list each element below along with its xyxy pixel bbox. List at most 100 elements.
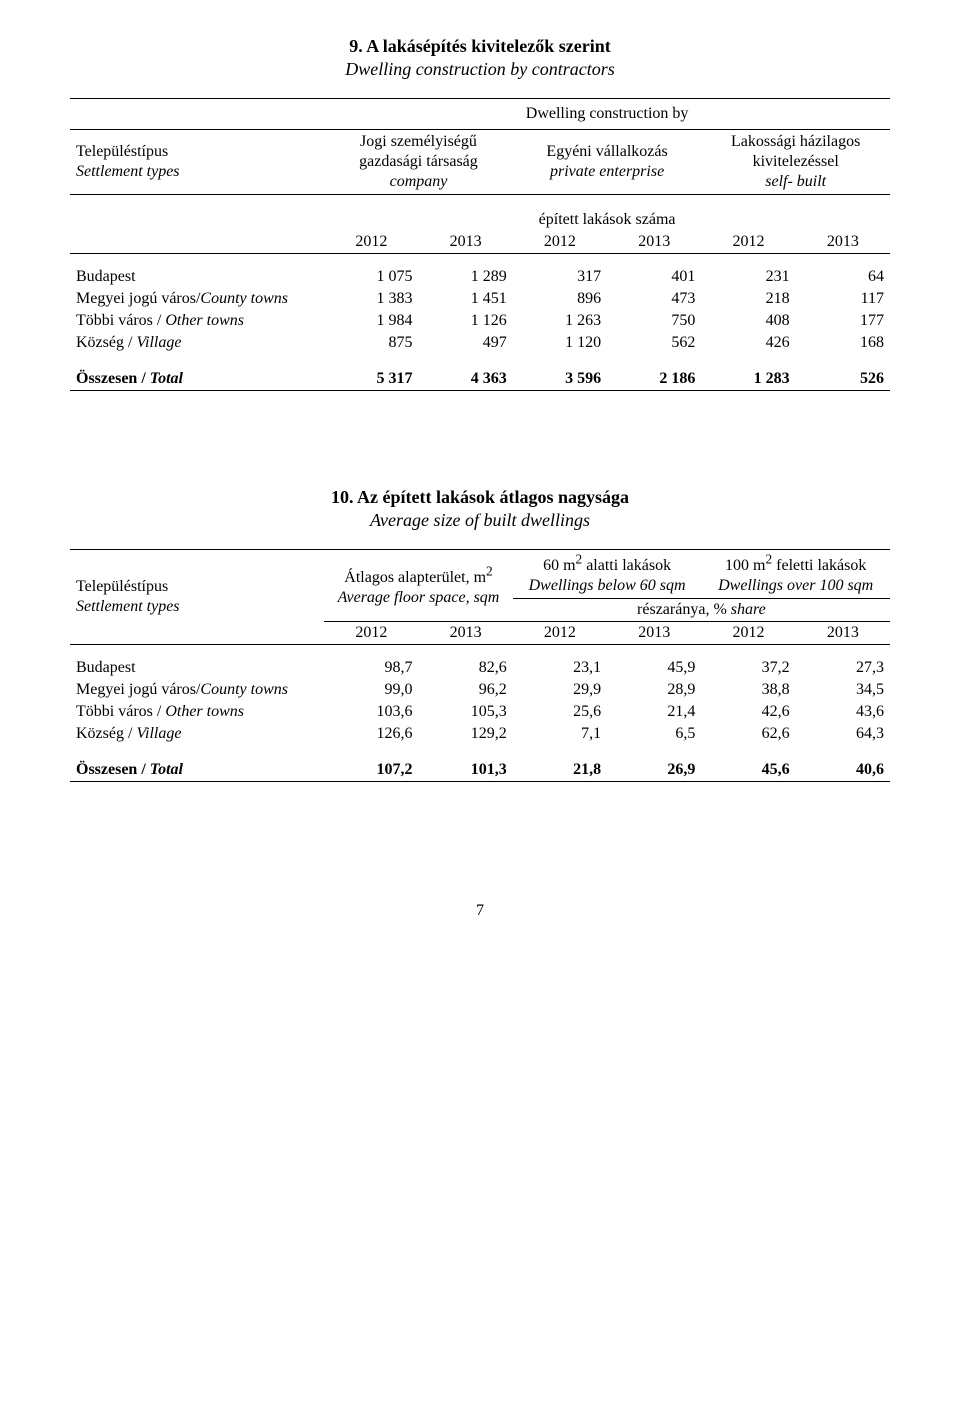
table-row: Megyei jogú város/County towns 99,0 96,2… <box>70 679 890 701</box>
cell: 1 120 <box>513 332 607 354</box>
cell: 562 <box>607 332 701 354</box>
header-col3-l3: self- built <box>765 173 826 190</box>
year2-1a: 2012 <box>324 622 418 645</box>
year-3b: 2013 <box>796 231 890 254</box>
header-super: Dwelling construction by <box>324 99 890 130</box>
header2-col2: 60 m2 alatti lakások Dwellings below 60 … <box>513 550 702 599</box>
cell: 401 <box>607 266 701 288</box>
cell: 23,1 <box>513 657 607 679</box>
cell: 168 <box>796 332 890 354</box>
page-root: 9. A lakásépítés kivitelezők szerint Dwe… <box>0 0 960 960</box>
total-cell: 40,6 <box>796 759 890 782</box>
row-label-en: County towns <box>200 681 288 698</box>
page-number: 7 <box>70 902 890 920</box>
header2-col3-l1: 100 m2 feletti lakások <box>725 557 866 574</box>
cell: 6,5 <box>607 723 701 745</box>
row-label-hu: Többi város / <box>76 703 165 720</box>
cell: 426 <box>701 332 795 354</box>
header2-col1: Átlagos alapterület, m2 Average floor sp… <box>324 550 513 622</box>
cell: 103,6 <box>324 701 418 723</box>
cell: 129,2 <box>418 723 512 745</box>
total-cell: 107,2 <box>324 759 418 782</box>
table-row: Község / Village 126,6 129,2 7,1 6,5 62,… <box>70 723 890 745</box>
cell: 1 126 <box>418 310 512 332</box>
header-col2: Egyéni vállalkozás private enterprise <box>513 130 702 195</box>
total-cell: 2 186 <box>607 368 701 391</box>
header-col3-l2: kivitelezéssel <box>753 153 839 170</box>
header-empty <box>70 99 324 130</box>
header2-col3: 100 m2 feletti lakások Dwellings over 10… <box>701 550 890 599</box>
spacer <box>70 645 890 658</box>
year2-1b: 2013 <box>418 622 512 645</box>
cell: 64,3 <box>796 723 890 745</box>
cell: 408 <box>701 310 795 332</box>
table-row: Többi város / Other towns 1 984 1 126 1 … <box>70 310 890 332</box>
cell: 875 <box>324 332 418 354</box>
cell: 1 451 <box>418 288 512 310</box>
total-cell: 4 363 <box>418 368 512 391</box>
share-label-en: share <box>731 601 766 618</box>
cell: 126,6 <box>324 723 418 745</box>
total-label-en: Total <box>150 761 183 778</box>
row-label-en: Village <box>136 334 181 351</box>
row-label-hu: Megyei jogú város/ <box>76 290 200 307</box>
share-label-hu: részaránya, % <box>637 601 731 618</box>
header-col1-l2: gazdasági társaság <box>359 153 478 170</box>
header-rowtype-en: Settlement types <box>76 163 180 180</box>
section1-title: 9. A lakásépítés kivitelezők szerint <box>70 36 890 57</box>
row-label-hu: Község / <box>76 334 136 351</box>
row-label: Többi város / Other towns <box>70 310 324 332</box>
cell: 98,7 <box>324 657 418 679</box>
year2-3a: 2012 <box>701 622 795 645</box>
total-cell: 21,8 <box>513 759 607 782</box>
cell: 21,4 <box>607 701 701 723</box>
header-col2-l2: private enterprise <box>550 163 664 180</box>
mid-header: épített lakások száma <box>324 209 890 231</box>
cell: 1 289 <box>418 266 512 288</box>
share-label: részaránya, % share <box>513 599 890 622</box>
cell: 62,6 <box>701 723 795 745</box>
section2-title: 10. Az épített lakások átlagos nagysága <box>70 487 890 508</box>
cell: 45,9 <box>607 657 701 679</box>
cell: 38,8 <box>701 679 795 701</box>
year-1b: 2013 <box>418 231 512 254</box>
table-row: Budapest 98,7 82,6 23,1 45,9 37,2 27,3 <box>70 657 890 679</box>
row-label: Többi város / Other towns <box>70 701 324 723</box>
row-label-en: County towns <box>200 290 288 307</box>
row-label: Község / Village <box>70 723 324 745</box>
row-label: Budapest <box>70 657 324 679</box>
header-rowtype2-hu: Településtípus <box>76 578 168 595</box>
row-label-hu: Budapest <box>76 268 136 285</box>
cell: 497 <box>418 332 512 354</box>
cell: 96,2 <box>418 679 512 701</box>
header2-col1-l2: Average floor space, sqm <box>338 589 500 606</box>
total-cell: 26,9 <box>607 759 701 782</box>
cell: 29,9 <box>513 679 607 701</box>
table-row: Megyei jogú város/County towns 1 383 1 4… <box>70 288 890 310</box>
year-1a: 2012 <box>324 231 418 254</box>
section1-subtitle: Dwelling construction by contractors <box>70 59 890 80</box>
section2-subtitle: Average size of built dwellings <box>70 510 890 531</box>
spacer <box>70 195 890 210</box>
year-2a: 2012 <box>513 231 607 254</box>
year-empty <box>70 231 324 254</box>
year-2b: 2013 <box>607 231 701 254</box>
row-label: Megyei jogú város/County towns <box>70 679 324 701</box>
row-label-hu: Megyei jogú város/ <box>76 681 200 698</box>
total-cell: 3 596 <box>513 368 607 391</box>
header-col1: Jogi személyiségű gazdasági társaság com… <box>324 130 513 195</box>
cell: 473 <box>607 288 701 310</box>
cell: 34,5 <box>796 679 890 701</box>
cell: 177 <box>796 310 890 332</box>
header-rowtype2: Településtípus Settlement types <box>70 550 324 645</box>
row-label-en: Other towns <box>165 312 244 329</box>
cell: 117 <box>796 288 890 310</box>
total-cell: 101,3 <box>418 759 512 782</box>
cell: 1 383 <box>324 288 418 310</box>
header-col3-l1: Lakossági házilagos <box>731 133 860 150</box>
total-label-en: Total <box>150 370 183 387</box>
total-label-hu: Összesen / <box>76 370 150 387</box>
total-label: Összesen / Total <box>70 759 324 782</box>
header-col1-l3: company <box>390 173 448 190</box>
header-rowtype-hu: Településtípus <box>76 143 168 160</box>
